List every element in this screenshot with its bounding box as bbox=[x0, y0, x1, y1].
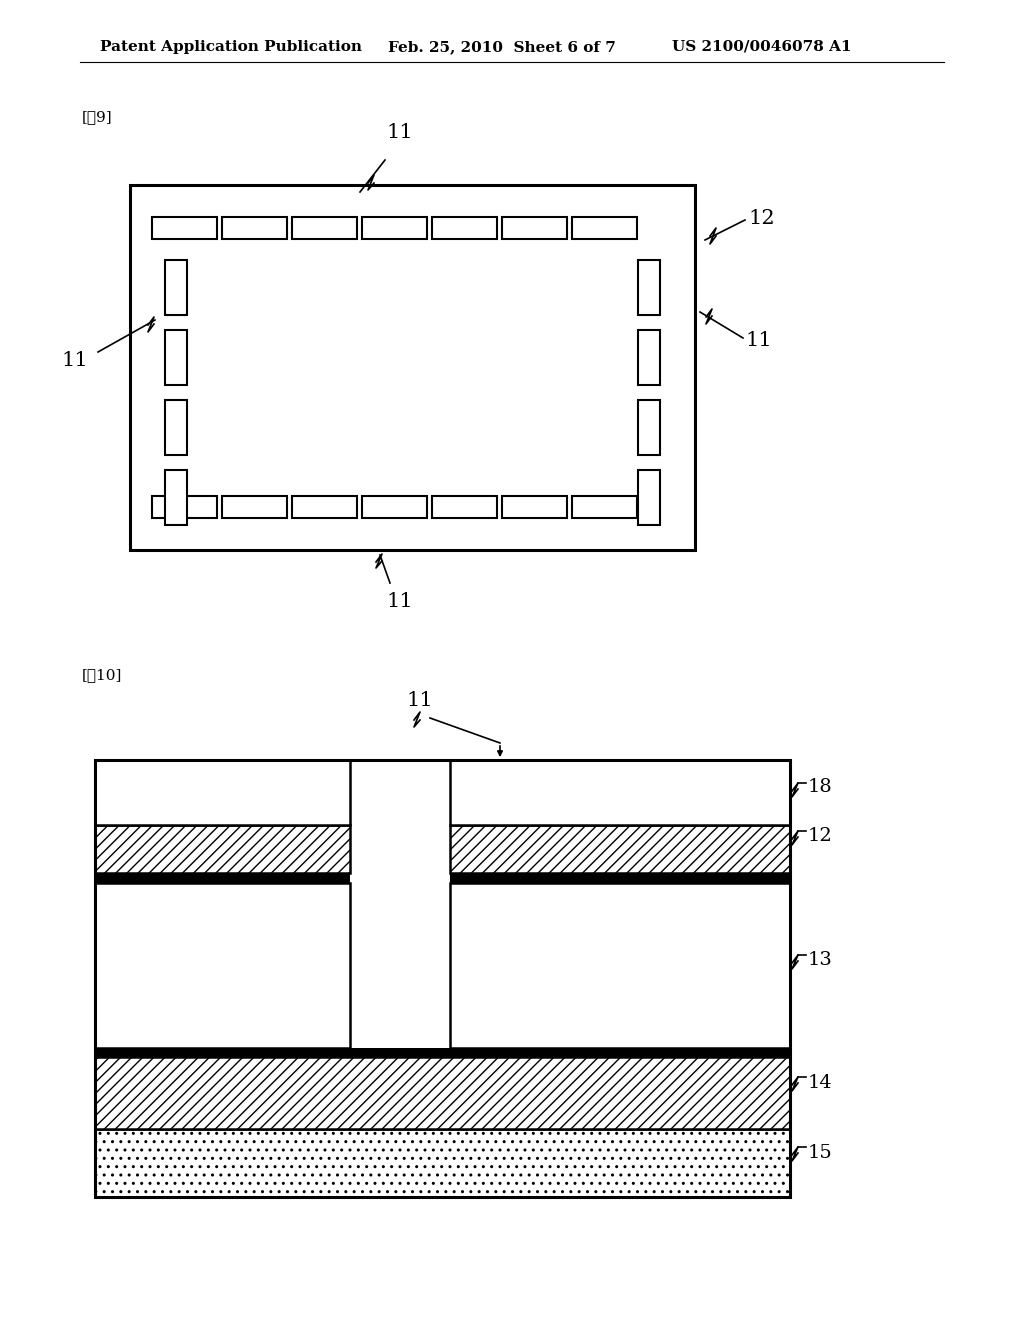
Text: 12: 12 bbox=[808, 828, 833, 845]
Text: US 2100/0046078 A1: US 2100/0046078 A1 bbox=[672, 40, 852, 54]
Bar bbox=[222, 496, 287, 517]
Bar bbox=[638, 330, 660, 385]
Bar bbox=[152, 216, 217, 239]
Bar bbox=[165, 260, 187, 315]
Bar bbox=[572, 216, 637, 239]
Bar bbox=[95, 873, 350, 883]
Bar bbox=[95, 883, 350, 1048]
Text: [図9]: [図9] bbox=[82, 110, 113, 124]
Bar bbox=[95, 1129, 790, 1197]
Text: 11: 11 bbox=[61, 351, 88, 370]
Bar bbox=[450, 825, 790, 873]
Bar bbox=[362, 496, 427, 517]
Bar bbox=[130, 185, 695, 550]
Text: 11: 11 bbox=[387, 123, 414, 143]
Text: 11: 11 bbox=[387, 591, 414, 611]
Bar bbox=[362, 216, 427, 239]
Bar bbox=[432, 496, 497, 517]
Text: 18: 18 bbox=[808, 777, 833, 796]
Text: 14: 14 bbox=[808, 1074, 833, 1092]
Bar bbox=[638, 470, 660, 525]
Bar bbox=[432, 216, 497, 239]
Bar bbox=[502, 216, 567, 239]
Bar bbox=[152, 496, 217, 517]
Bar bbox=[165, 330, 187, 385]
Text: 11: 11 bbox=[407, 690, 433, 710]
Text: 13: 13 bbox=[808, 950, 833, 969]
Bar bbox=[638, 400, 660, 455]
Bar bbox=[572, 496, 637, 517]
Bar bbox=[95, 825, 350, 873]
Text: [図10]: [図10] bbox=[82, 668, 123, 682]
Text: 12: 12 bbox=[748, 209, 774, 227]
Bar bbox=[222, 216, 287, 239]
Bar bbox=[95, 760, 350, 825]
Text: 11: 11 bbox=[745, 330, 772, 350]
Bar bbox=[95, 1048, 790, 1057]
Text: 15: 15 bbox=[808, 1144, 833, 1162]
Bar bbox=[502, 496, 567, 517]
Bar bbox=[165, 400, 187, 455]
Bar bbox=[95, 760, 790, 1197]
Bar bbox=[450, 883, 790, 1048]
Bar bbox=[165, 470, 187, 525]
Bar bbox=[292, 216, 357, 239]
Bar bbox=[638, 260, 660, 315]
Text: Feb. 25, 2010  Sheet 6 of 7: Feb. 25, 2010 Sheet 6 of 7 bbox=[388, 40, 615, 54]
Bar bbox=[450, 873, 790, 883]
Bar bbox=[292, 496, 357, 517]
Text: Patent Application Publication: Patent Application Publication bbox=[100, 40, 362, 54]
Bar bbox=[450, 760, 790, 825]
Bar bbox=[95, 1057, 790, 1129]
